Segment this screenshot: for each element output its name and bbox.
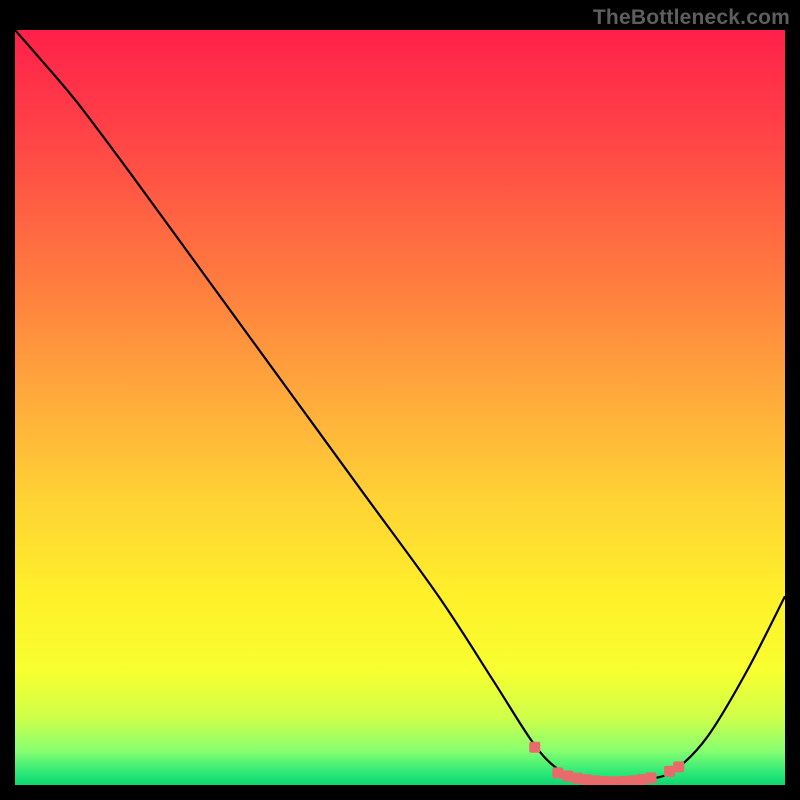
valley-marker-group [529,742,684,785]
watermark-text: TheBottleneck.com [593,6,790,30]
valley-marker [529,742,540,753]
valley-marker [646,772,657,783]
valley-marker [552,767,563,778]
bottleneck-curve [15,30,785,782]
valley-marker [673,761,684,772]
curve-layer [15,30,785,785]
